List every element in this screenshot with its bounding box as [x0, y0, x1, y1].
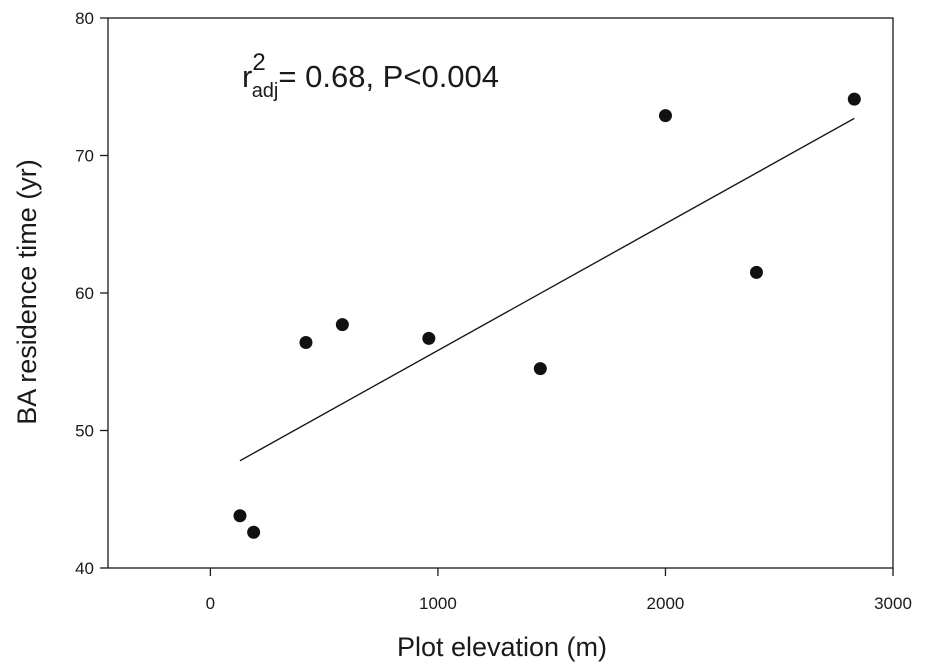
- data-point: [247, 525, 261, 539]
- regression-line: [239, 117, 855, 462]
- x-tick-label: 2000: [647, 594, 685, 613]
- y-tick-label: 60: [75, 284, 94, 303]
- stat-r-superscript: 2: [252, 49, 265, 76]
- data-point: [533, 362, 547, 376]
- data-point: [658, 109, 672, 123]
- y-tick-label: 40: [75, 559, 94, 578]
- data-point: [233, 509, 247, 523]
- axes: 0 1000 2000 3000 40 50 60 70 80: [75, 9, 912, 613]
- stat-values: = 0.68, P<0.004: [278, 59, 499, 94]
- x-tick-label: 0: [206, 594, 215, 613]
- x-tick-label: 3000: [874, 594, 912, 613]
- x-tick-label: 1000: [419, 594, 457, 613]
- stat-annotation: r2 adj= 0.68, P<0.004: [242, 49, 499, 102]
- fit-line-group: [239, 117, 855, 462]
- data-points: [233, 92, 861, 539]
- data-point: [749, 265, 763, 279]
- data-point: [299, 336, 313, 349]
- stat-r-subscript: adj: [252, 80, 279, 102]
- stat-r-symbol: r: [242, 59, 252, 94]
- y-tick-label: 50: [75, 422, 94, 441]
- data-point: [335, 318, 349, 332]
- y-tick-label: 80: [75, 9, 94, 28]
- y-tick-label: 70: [75, 147, 94, 166]
- y-axis-title: BA residence time (yr): [12, 159, 42, 425]
- x-axis-title: Plot elevation (m): [397, 632, 607, 662]
- data-point: [847, 92, 861, 106]
- plot-frame: [107, 17, 894, 569]
- data-point: [422, 331, 436, 345]
